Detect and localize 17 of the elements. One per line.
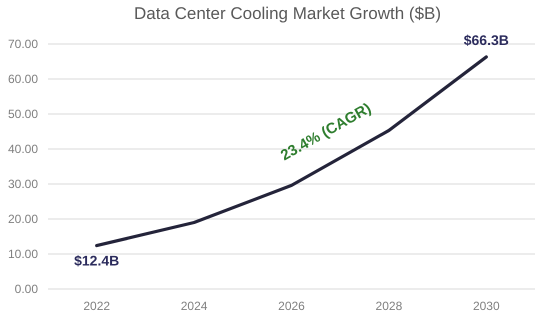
y-tick-label: 30.00 (8, 177, 38, 191)
y-tick-label: 60.00 (8, 72, 38, 86)
y-tick-label: 0.00 (14, 282, 38, 296)
x-tick-label: 2024 (180, 299, 208, 313)
x-tick-label: 2026 (278, 299, 306, 313)
y-tick-label: 20.00 (8, 212, 38, 226)
x-tick-label: 2030 (472, 299, 500, 313)
chart-title: Data Center Cooling Market Growth ($B) (134, 4, 442, 23)
x-tick-label: 2022 (83, 299, 110, 313)
y-tick-label: 40.00 (8, 142, 38, 156)
annotation: $12.4B (74, 252, 120, 269)
annotation: $66.3B (464, 32, 509, 48)
x-tick-label: 2028 (376, 299, 403, 313)
line-series (95, 55, 488, 248)
y-tick-label: 50.00 (8, 107, 38, 121)
y-tick-label: 10.00 (8, 247, 38, 261)
y-tick-label: 70.00 (8, 37, 38, 51)
